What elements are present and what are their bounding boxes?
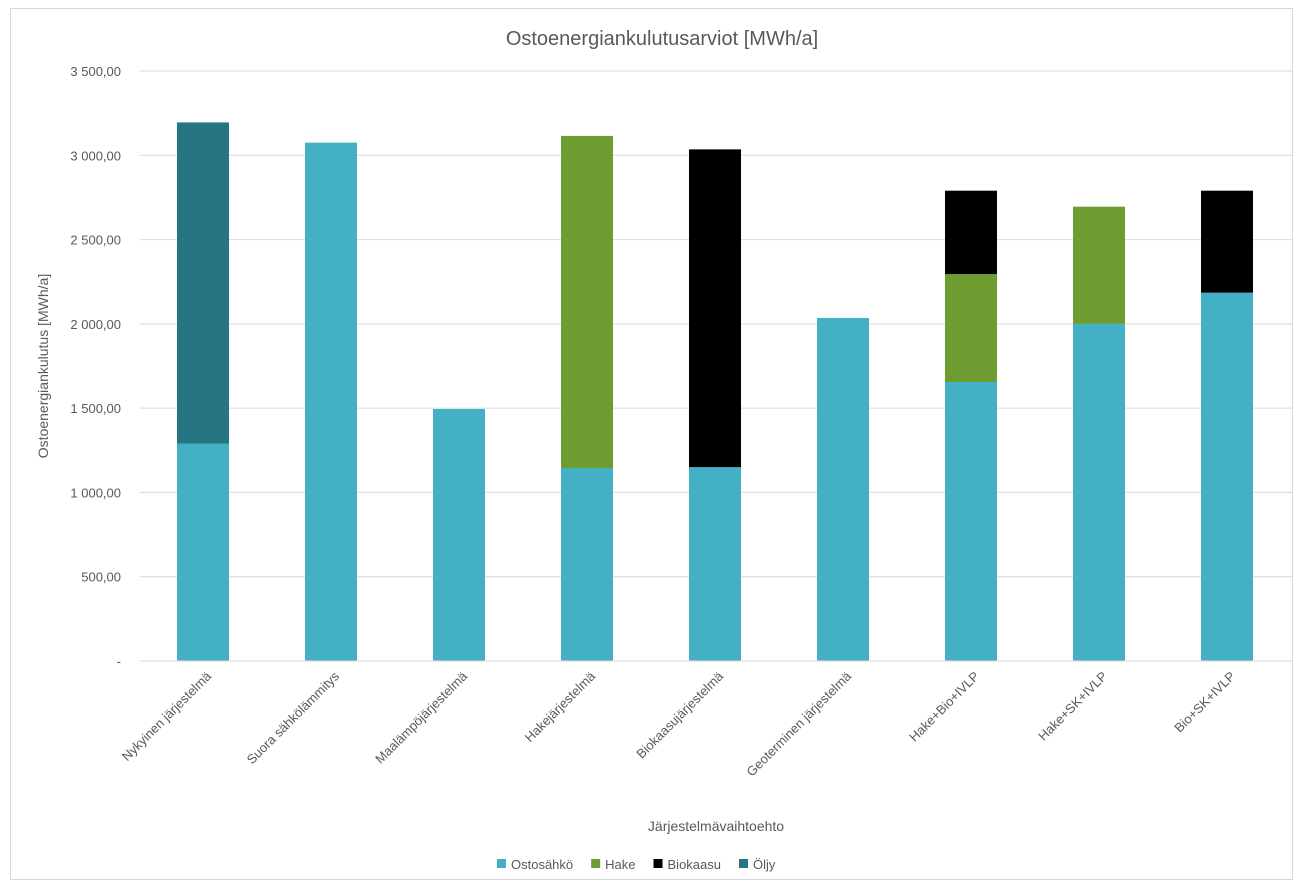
legend-label: Ostosähkö [511, 857, 573, 872]
bar-segment [433, 408, 485, 661]
bar-segment [1073, 206, 1125, 324]
legend-swatch [497, 859, 506, 868]
y-tick-label: 2 500,00 [70, 233, 121, 248]
bar-segment [561, 135, 613, 468]
x-tick-label: Hake+SK+IVLP [1035, 669, 1110, 744]
bar-segment [689, 149, 741, 468]
y-tick-label: 1 500,00 [70, 401, 121, 416]
legend-label: Biokaasu [668, 857, 721, 872]
y-axis-title: Ostoenergiankulutus [MWh/a] [35, 274, 51, 458]
x-tick-label: Suora sähkölämmitys [244, 668, 343, 767]
legend: Ostosähkö Hake Biokaasu Öljy [497, 857, 776, 872]
y-tick-label: 500,00 [81, 570, 121, 585]
bar-segment [945, 274, 997, 383]
legend-swatch [591, 859, 601, 868]
x-tick-label: Maalämpöjärjestelmä [372, 668, 471, 767]
bar-segment [817, 317, 869, 661]
y-axis-ticks: - 500,00 1 000,00 1 500,00 2 000,00 2 500,00 3… [70, 64, 121, 669]
y-tick-label: 2 000,00 [70, 317, 121, 332]
bar-segment [945, 382, 997, 661]
bar-segment [177, 443, 229, 661]
x-tick-label: Hakejärjestelmä [522, 668, 599, 745]
y-tick-label: 3 500,00 [70, 64, 121, 79]
chart-title: Ostoenergiankulutusarviot [MWh/a] [506, 28, 818, 50]
bar-segment [945, 190, 997, 275]
bar-segment [1073, 323, 1125, 661]
x-axis-title: Järjestelmävaihtoehto [648, 818, 784, 834]
bar-segment [305, 142, 357, 662]
bar-segment [1201, 190, 1253, 293]
bar-segment [1201, 292, 1253, 661]
y-tick-label: 1 000,00 [70, 485, 121, 500]
x-tick-label: Nykyinen järjestelmä [119, 668, 215, 764]
x-tick-label: Bio+SK+IVLP [1171, 669, 1238, 736]
x-tick-label: Biokaasujärjestelmä [633, 668, 726, 761]
y-tick-label: 3 000,00 [70, 148, 121, 163]
legend-swatch [739, 859, 748, 868]
legend-label: Öljy [753, 857, 776, 872]
bar-segment [177, 122, 229, 444]
x-axis-ticks: Nykyinen järjestelmä Suora sähkölämmitys M… [119, 668, 1238, 779]
bars [177, 122, 1253, 662]
bar-segment [689, 467, 741, 661]
x-tick-label: Geoterminen järjestelmä [743, 668, 854, 779]
y-tick-label: - [117, 654, 121, 669]
bar-segment [561, 467, 613, 661]
legend-label: Hake [605, 857, 635, 872]
x-tick-label: Hake+Bio+IVLP [906, 669, 982, 745]
legend-swatch [653, 859, 663, 868]
